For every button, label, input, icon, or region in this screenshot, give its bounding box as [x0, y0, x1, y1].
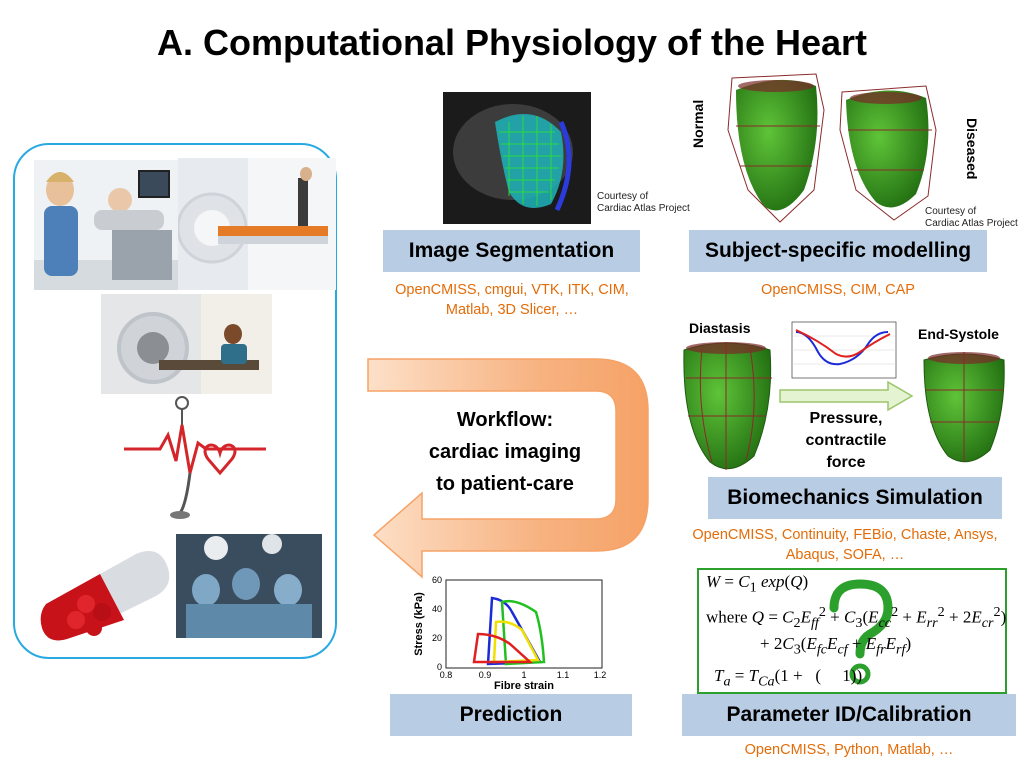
biomechanics-tools-line-2: Abaqus, SOFA, … [785, 547, 905, 563]
normal-label: Normal [690, 99, 706, 148]
courtesy-line-2: Cardiac Atlas Project [925, 218, 1018, 229]
prediction-loops [472, 596, 546, 666]
loop-blue [486, 596, 543, 666]
image-segmentation-box: Image Segmentation [383, 230, 640, 272]
workflow-line-2: cardiac imaging [428, 441, 582, 463]
prediction-xtick-1-2: 1.2 [594, 670, 607, 680]
workflow-line-1: Workflow: [456, 409, 554, 431]
prediction-xtick-1: 1 [521, 670, 526, 680]
loop-green [500, 599, 546, 666]
formula-line-1: W = C1 exp(Q) [706, 572, 809, 596]
green-arrow [779, 380, 914, 412]
segmentation-image [443, 92, 591, 224]
ultrasound-photo [34, 160, 178, 290]
formula-line-2: where Q = C2Eff2 + C3(Ecc2 + Err2 + 2Ecr… [706, 604, 1007, 632]
force-line-3: force [826, 454, 866, 471]
ct-scanner-photo [178, 158, 336, 290]
clinical-frame [13, 143, 337, 659]
normal-heart [727, 73, 825, 223]
heartbeat-stethoscope-icon [124, 396, 266, 519]
question-mark-icon [829, 579, 893, 685]
pills-photo [36, 534, 176, 644]
workflow-arrow [367, 358, 649, 579]
prediction-xtick-0-9: 0.9 [479, 670, 492, 680]
segmentation-tools: OpenCMISS, cmgui, VTK, ITK, CIM, Matlab,… [370, 280, 654, 320]
subject-specific-box: Subject-specific modelling [689, 230, 987, 272]
prediction-box: Prediction [390, 694, 632, 736]
formula-line-4: Ta = TCa(1 + ( 1)) [714, 666, 863, 690]
loop-red [472, 632, 534, 664]
segmentation-tools-line-1: OpenCMISS, cmgui, VTK, ITK, CIM, [395, 282, 629, 298]
diastasis-label: Diastasis [689, 320, 751, 336]
prediction-xtick-1-1: 1.1 [557, 670, 570, 680]
force-label: Pressure, contractile force [790, 408, 902, 474]
segmentation-tools-line-2: Matlab, 3D Slicer, … [445, 302, 579, 318]
workflow-label: Workflow: cardiac imaging to patient-car… [400, 404, 610, 500]
parameter-id-tools: OpenCMISS, Python, Matlab, … [744, 742, 954, 758]
courtesy-line-1: Courtesy of [597, 191, 649, 202]
biomechanics-tools: OpenCMISS, Continuity, FEBio, Chaste, An… [676, 525, 1014, 565]
workflow-line-3: to patient-care [436, 473, 574, 495]
diseased-heart [839, 85, 937, 221]
courtesy-note-segmentation: Courtesy of Cardiac Atlas Project [597, 191, 690, 215]
prediction-ytick-40: 40 [432, 604, 442, 614]
parameter-id-box: Parameter ID/Calibration [682, 694, 1016, 736]
subject-specific-hearts [727, 73, 937, 223]
loop-yellow [492, 620, 541, 664]
prediction-xtick-0-8: 0.8 [440, 670, 453, 680]
prediction-ylabel: Stress (kPa) [413, 592, 425, 656]
courtesy-line-2: Cardiac Atlas Project [597, 203, 690, 214]
pressure-volume-plot [791, 321, 897, 379]
biomechanics-box: Biomechanics Simulation [708, 477, 1002, 519]
force-line-1: Pressure, [809, 410, 883, 427]
prediction-ytick-60: 60 [432, 575, 442, 585]
prediction-ytick-0: 0 [437, 662, 442, 672]
prediction-ytick-20: 20 [432, 633, 442, 643]
courtesy-line-1: Courtesy of [925, 206, 977, 217]
diseased-label: Diseased [964, 118, 980, 180]
biomechanics-tools-line-1: OpenCMISS, Continuity, FEBio, Chaste, An… [692, 527, 998, 543]
prediction-plot: 60 40 20 0 0.8 0.9 1 1.1 1.2 Fibre strai… [413, 575, 607, 692]
surgery-photo [176, 534, 322, 638]
formula-line-3: + 2C3(EfcEcf + EfrErf) [760, 634, 912, 658]
subject-specific-tools: OpenCMISS, CIM, CAP [761, 282, 915, 298]
force-line-2: contractile [805, 432, 887, 449]
page-title: A. Computational Physiology of the Heart [156, 22, 868, 63]
diastasis-heart [683, 342, 772, 470]
end-systole-label: End-Systole [918, 326, 999, 342]
courtesy-note-modelling: Courtesy of Cardiac Atlas Project [925, 206, 1018, 230]
mri-photo [101, 294, 272, 394]
prediction-xlabel: Fibre strain [494, 680, 554, 692]
end-systole-heart [923, 352, 1005, 463]
